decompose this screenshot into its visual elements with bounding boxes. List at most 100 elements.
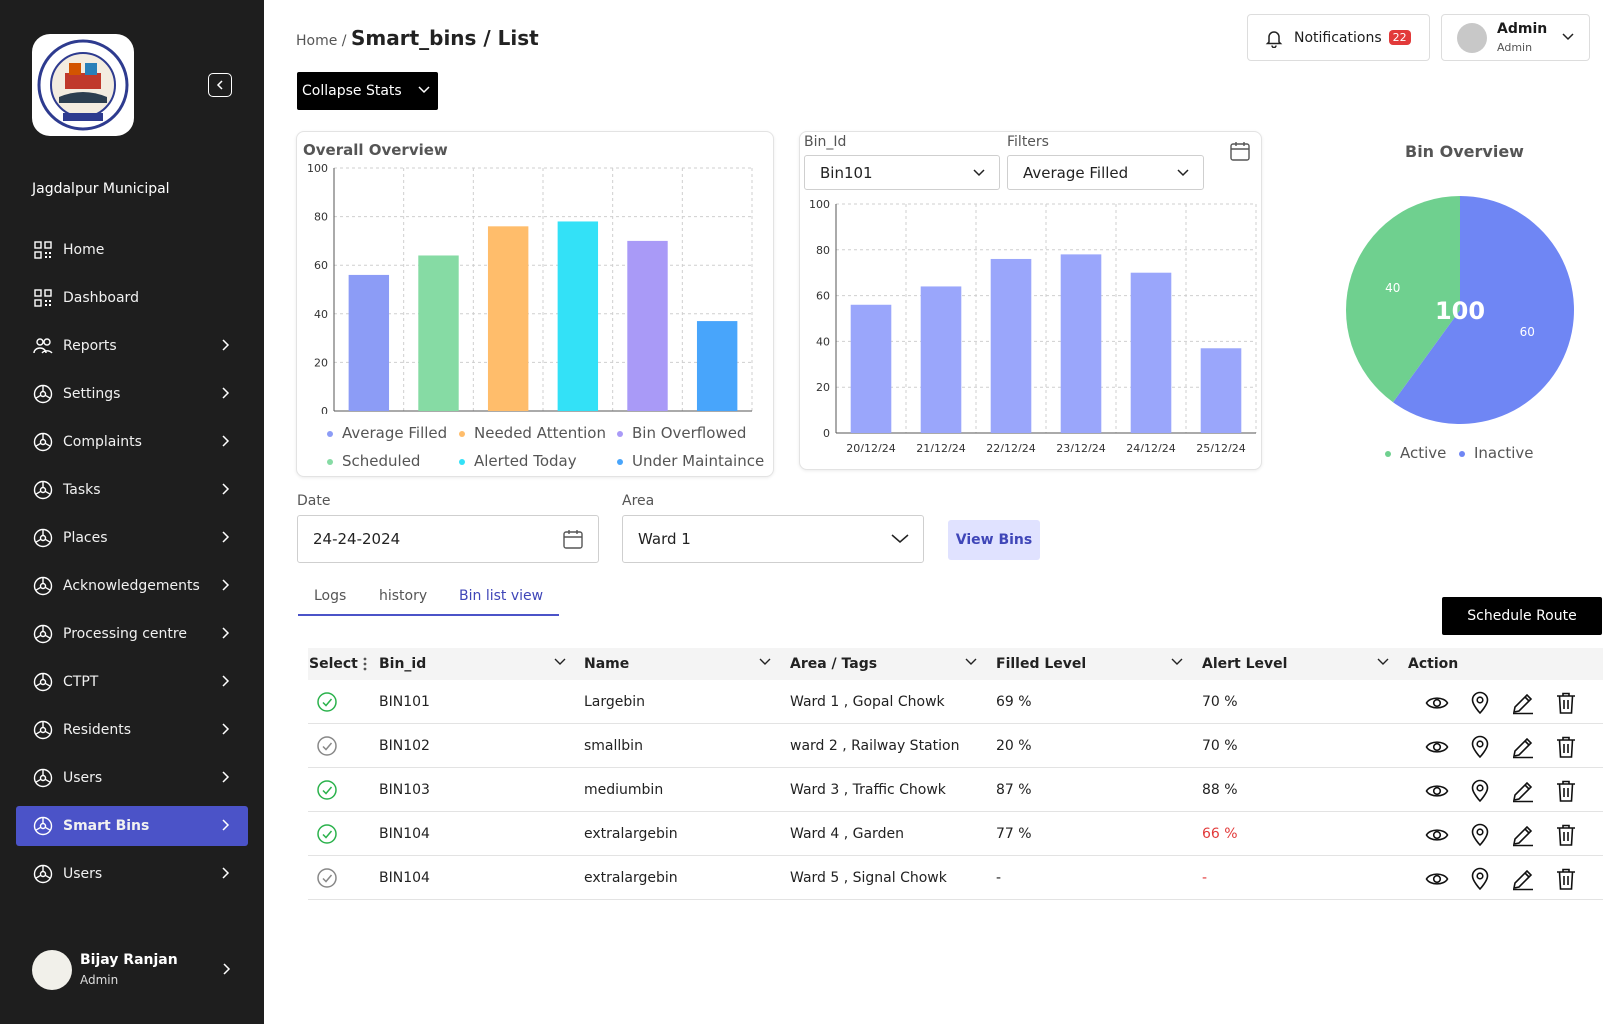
bin-fill-bar-4[interactable]: [1130, 272, 1172, 433]
location-pin-icon[interactable]: [1468, 735, 1492, 759]
column-menu-icon[interactable]: [363, 657, 367, 671]
calendar-icon[interactable]: [1229, 140, 1251, 162]
table-header: Select Bin_id Name Area / Tags Filled Le…: [308, 648, 1603, 680]
chevron-right-icon: [220, 866, 230, 884]
location-pin-icon[interactable]: [1468, 823, 1492, 847]
legend-item[interactable]: Inactive: [1459, 444, 1534, 462]
bin-fill-bar-1[interactable]: [920, 286, 962, 433]
calendar-icon[interactable]: [562, 528, 584, 550]
legend-item[interactable]: Needed Attention: [459, 424, 606, 442]
chevron-down-icon[interactable]: [1171, 658, 1183, 666]
sidebar-item-settings[interactable]: Settings: [16, 374, 248, 414]
pie-slice-active[interactable]: [1346, 196, 1460, 403]
cell-name: smallbin: [584, 738, 643, 754]
trash-icon[interactable]: [1554, 735, 1578, 759]
trash-icon[interactable]: [1554, 867, 1578, 891]
table-row[interactable]: BIN103 mediumbin Ward 3 , Traffic Chowk 87 …: [308, 768, 1603, 812]
legend-item[interactable]: Active: [1385, 444, 1446, 462]
col-alert-level[interactable]: Alert Level: [1202, 656, 1288, 672]
chevron-down-icon[interactable]: [1377, 658, 1389, 666]
table-row[interactable]: BIN104 extralargebin Ward 5 , Signal Chowk…: [308, 856, 1603, 900]
col-name[interactable]: Name: [584, 656, 630, 672]
sidebar-item-ctpt[interactable]: CTPT: [16, 662, 248, 702]
check-circle-outline-icon[interactable]: [317, 868, 337, 888]
tab-logs[interactable]: Logs: [314, 588, 347, 604]
nodes-icon: [33, 720, 53, 740]
sidebar-collapse-button[interactable]: [208, 73, 232, 97]
sidebar-item-residents[interactable]: Residents: [16, 710, 248, 750]
check-circle-icon[interactable]: [317, 780, 337, 800]
chevron-down-icon[interactable]: [759, 658, 771, 666]
table-row[interactable]: BIN102 smallbin ward 2 , Railway Station 20…: [308, 724, 1603, 768]
filters-select[interactable]: Average Filled: [1007, 155, 1204, 190]
overview-bar-2[interactable]: [487, 226, 529, 411]
col-area-tags[interactable]: Area / Tags: [790, 656, 878, 672]
overview-bar-4[interactable]: [627, 240, 668, 411]
trash-icon[interactable]: [1554, 823, 1578, 847]
eye-icon[interactable]: [1425, 735, 1449, 759]
eye-icon[interactable]: [1425, 779, 1449, 803]
bin-fill-bar-2[interactable]: [990, 258, 1032, 433]
chevron-down-icon[interactable]: [965, 658, 977, 666]
table-row[interactable]: BIN104 extralargebin Ward 4 , Garden 77 % 66…: [308, 812, 1603, 856]
legend-item[interactable]: Scheduled: [327, 452, 420, 470]
legend-item[interactable]: Under Maintaince: [617, 452, 764, 470]
sidebar-user[interactable]: Bijay Ranjan Admin: [32, 950, 232, 990]
chevron-down-icon[interactable]: [554, 658, 566, 666]
trash-icon[interactable]: [1554, 691, 1578, 715]
bin-id-select[interactable]: Bin101: [804, 155, 1000, 190]
check-circle-outline-icon[interactable]: [317, 736, 337, 756]
sidebar-item-reports[interactable]: Reports: [16, 326, 248, 366]
bin-fill-bar-5[interactable]: [1200, 348, 1242, 433]
sidebar-item-places[interactable]: Places: [16, 518, 248, 558]
view-bins-button[interactable]: View Bins: [948, 520, 1040, 560]
sidebar-item-label: Places: [63, 530, 108, 546]
sidebar-item-users[interactable]: Users: [16, 854, 248, 894]
sidebar-item-label: Acknowledgements: [63, 578, 200, 594]
sidebar-item-processing-centre[interactable]: Processing centre: [16, 614, 248, 654]
tab-history[interactable]: history: [379, 588, 428, 604]
sidebar-item-complaints[interactable]: Complaints: [16, 422, 248, 462]
admin-menu[interactable]: Admin Admin: [1441, 14, 1590, 61]
sidebar-item-smart-bins[interactable]: Smart Bins: [16, 806, 248, 846]
edit-icon[interactable]: [1511, 867, 1535, 891]
trash-icon[interactable]: [1554, 779, 1578, 803]
eye-icon[interactable]: [1425, 867, 1449, 891]
edit-icon[interactable]: [1511, 735, 1535, 759]
bin-fill-bar-3[interactable]: [1060, 254, 1102, 433]
sidebar-item-home[interactable]: Home: [16, 230, 248, 270]
legend-item[interactable]: Alerted Today: [459, 452, 577, 470]
overview-bar-3[interactable]: [557, 221, 599, 411]
legend-item[interactable]: Average Filled: [327, 424, 447, 442]
location-pin-icon[interactable]: [1468, 779, 1492, 803]
overview-bar-5[interactable]: [696, 321, 738, 411]
bin-fill-bar-0[interactable]: [850, 304, 892, 433]
sidebar-item-users[interactable]: Users: [16, 758, 248, 798]
tab-bin-list-view[interactable]: Bin list view: [459, 588, 544, 604]
sidebar-item-tasks[interactable]: Tasks: [16, 470, 248, 510]
table-row[interactable]: BIN101 Largebin Ward 1 , Gopal Chowk 69 % 70…: [308, 680, 1603, 724]
eye-icon[interactable]: [1425, 823, 1449, 847]
schedule-route-button[interactable]: Schedule Route: [1442, 597, 1602, 635]
breadcrumb-home[interactable]: Home /: [296, 33, 347, 49]
edit-icon[interactable]: [1511, 691, 1535, 715]
notifications-button[interactable]: Notifications 22: [1247, 14, 1430, 61]
check-circle-icon[interactable]: [317, 692, 337, 712]
edit-icon[interactable]: [1511, 779, 1535, 803]
edit-icon[interactable]: [1511, 823, 1535, 847]
col-filled-level[interactable]: Filled Level: [996, 656, 1087, 672]
area-select[interactable]: Ward 1: [622, 515, 924, 563]
col-bin-id[interactable]: Bin_id: [379, 656, 427, 672]
location-pin-icon[interactable]: [1468, 691, 1492, 715]
date-input[interactable]: 24-24-2024: [297, 515, 599, 563]
legend-item[interactable]: Bin Overflowed: [617, 424, 746, 442]
overview-bar-0[interactable]: [348, 274, 390, 411]
check-circle-icon[interactable]: [317, 824, 337, 844]
sidebar-item-dashboard[interactable]: Dashboard: [16, 278, 248, 318]
eye-icon[interactable]: [1425, 691, 1449, 715]
pie-slice-inactive[interactable]: [1392, 196, 1574, 424]
sidebar-item-acknowledgements[interactable]: Acknowledgements: [16, 566, 248, 606]
overview-bar-1[interactable]: [418, 255, 459, 411]
location-pin-icon[interactable]: [1468, 867, 1492, 891]
collapse-stats-button[interactable]: Collapse Stats: [297, 72, 438, 110]
